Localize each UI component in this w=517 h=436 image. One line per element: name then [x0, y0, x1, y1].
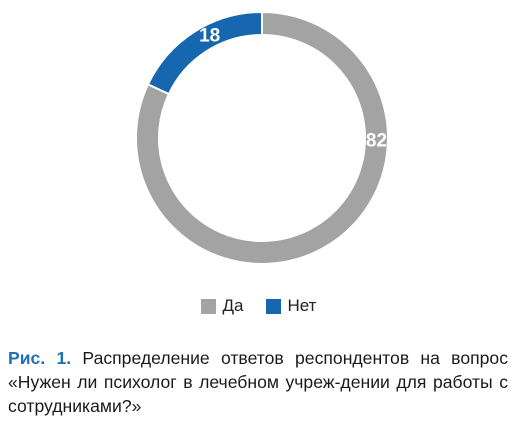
figure-caption-text: Распределение ответов респондентов на во…: [8, 348, 508, 416]
donut-label-no: 18: [199, 26, 220, 47]
legend-swatch-no: [265, 298, 281, 314]
donut-slice-yes: [135, 10, 389, 265]
figure-caption: Рис. 1. Распределение ответов респондент…: [8, 346, 508, 418]
donut-label-yes: 82: [366, 131, 387, 152]
legend-item-no: Нет: [265, 296, 317, 316]
donut-slice-no: [146, 10, 263, 96]
legend-label-yes: Да: [222, 296, 244, 315]
donut-slices: [135, 10, 389, 265]
legend-label-no: Нет: [287, 296, 317, 315]
figure-number: Рис. 1.: [8, 348, 72, 368]
legend-swatch-yes: [200, 298, 216, 314]
legend-item-yes: Да: [200, 296, 244, 316]
chart-legend: Да Нет: [0, 296, 517, 316]
